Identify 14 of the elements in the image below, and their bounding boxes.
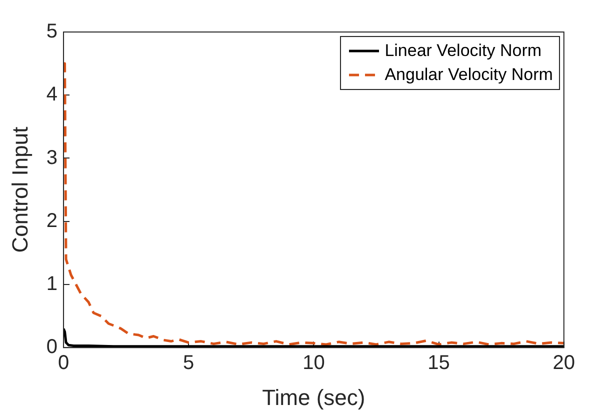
x-tick-label: 15: [428, 352, 450, 374]
y-tick-label: 0: [46, 336, 58, 358]
x-tick-label: 10: [302, 352, 325, 374]
y-tick-label: 4: [46, 84, 58, 106]
y-tick-label: 5: [46, 20, 58, 43]
y-tick-label: 1: [46, 272, 58, 295]
legend-label: Angular Velocity Norm: [384, 64, 553, 86]
x-axis-title: Time (sec): [262, 384, 366, 410]
x-tick-label: 20: [552, 352, 575, 374]
x-tick-label: 5: [183, 352, 194, 374]
y-axis-title: Control Input: [7, 126, 32, 253]
y-tick-label: 2: [46, 210, 58, 232]
legend-label: Linear Velocity Norm: [384, 40, 542, 62]
y-tick-label: 3: [46, 146, 58, 169]
